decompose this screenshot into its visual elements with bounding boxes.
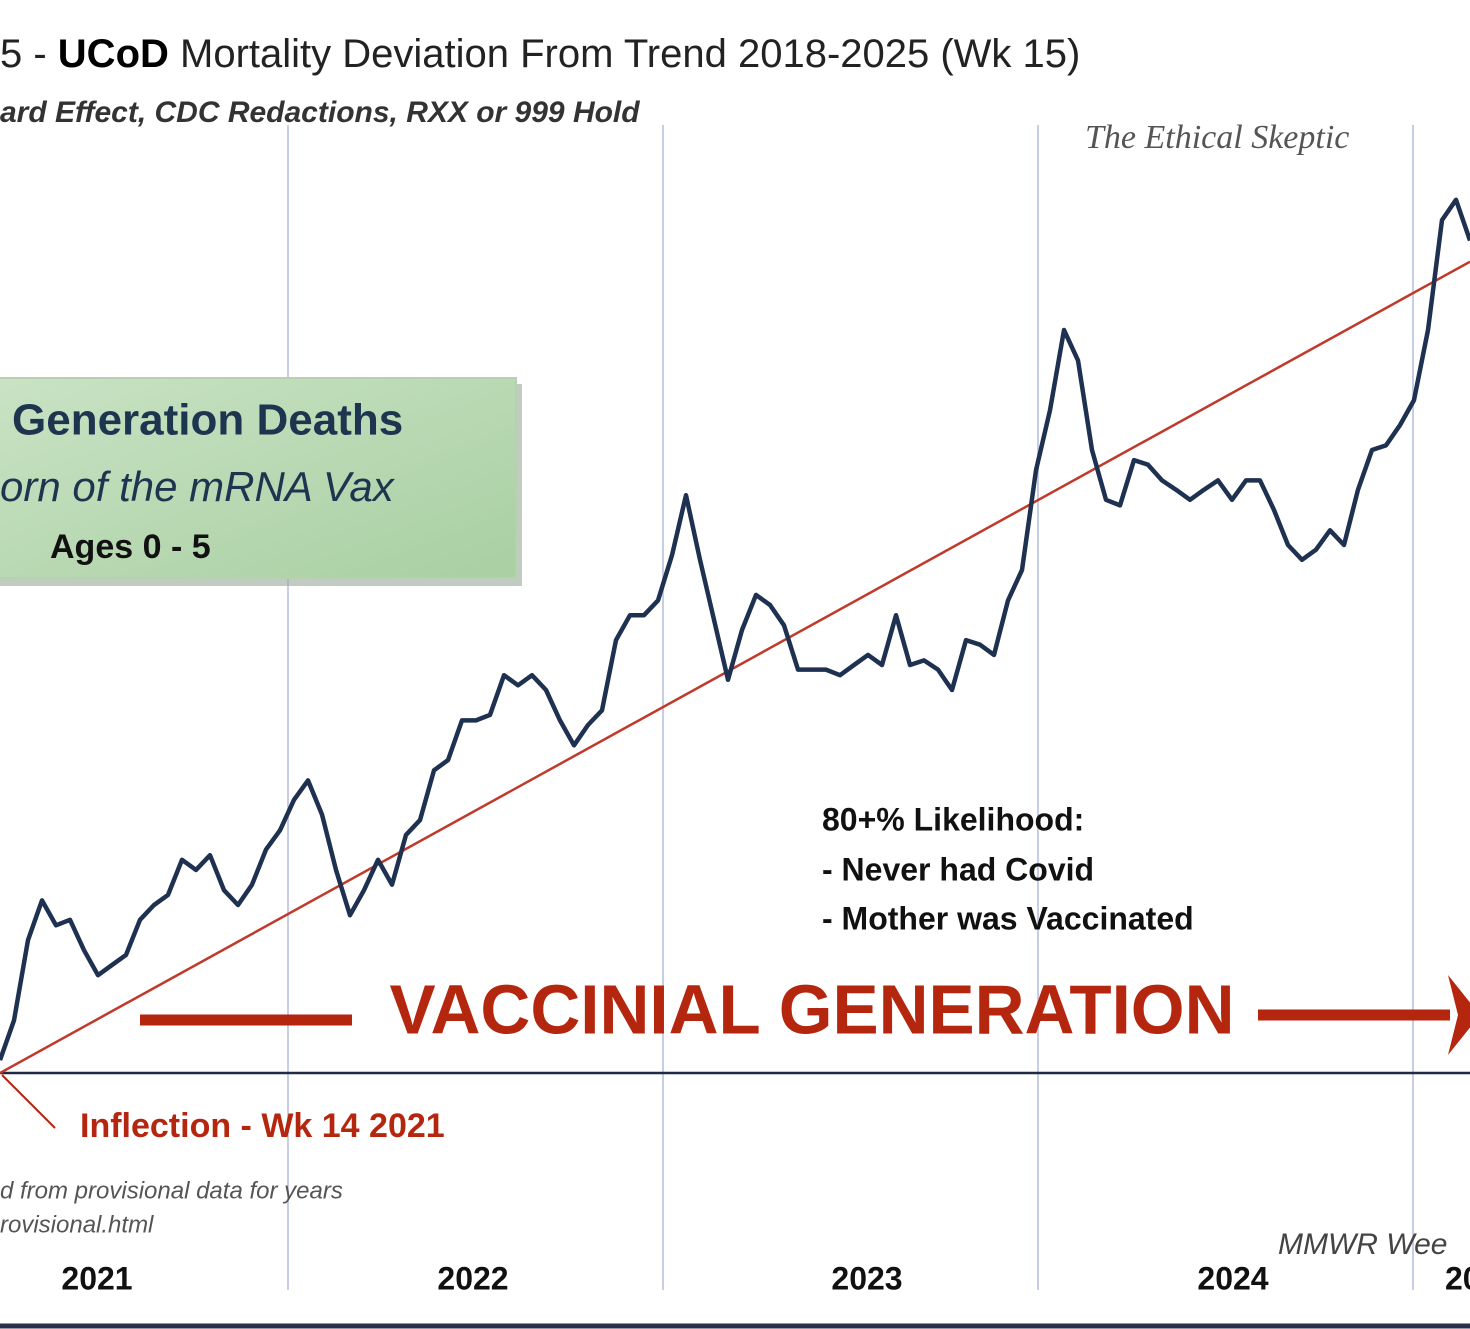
annotation: 80+% Likelihood:: [822, 801, 1084, 837]
x-labels: 2021 2022 2023 2024 20: [61, 1260, 1470, 1296]
data-line: [0, 197, 1470, 1061]
x-label: 2021: [61, 1260, 132, 1296]
inflection-label: Inflection - Wk 14 2021: [80, 1107, 445, 1145]
source-note: rovisional.html: [0, 1211, 154, 1238]
inflection-pointer: [1, 1074, 56, 1129]
x-label: 20: [1445, 1260, 1470, 1296]
watermark: The Ethical Skeptic: [1085, 119, 1349, 156]
box-subtitle: orn of the mRNA Vax: [0, 463, 396, 510]
source-right: MMWR Wee: [1278, 1228, 1447, 1261]
arrow-head: [1448, 975, 1470, 1055]
x-label: 2023: [831, 1260, 902, 1296]
annotation: - Never had Covid: [822, 851, 1094, 887]
banner: VACCINIAL GENERATION: [390, 970, 1235, 1048]
source-note: d from provisional data for years: [0, 1177, 343, 1204]
box-title: Generation Deaths: [12, 396, 403, 445]
x-label: 2024: [1197, 1260, 1268, 1296]
box-ages: Ages 0 - 5: [50, 528, 211, 566]
annotation: - Mother was Vaccinated: [822, 900, 1194, 936]
x-label: 2022: [437, 1260, 508, 1296]
subtitle: ard Effect, CDC Redactions, RXX or 999 H…: [0, 96, 640, 129]
trend-line: [0, 260, 1470, 1075]
info-box: [0, 377, 517, 579]
chart-title: 5 - UCoD Mortality Deviation From Trend …: [0, 32, 1080, 76]
